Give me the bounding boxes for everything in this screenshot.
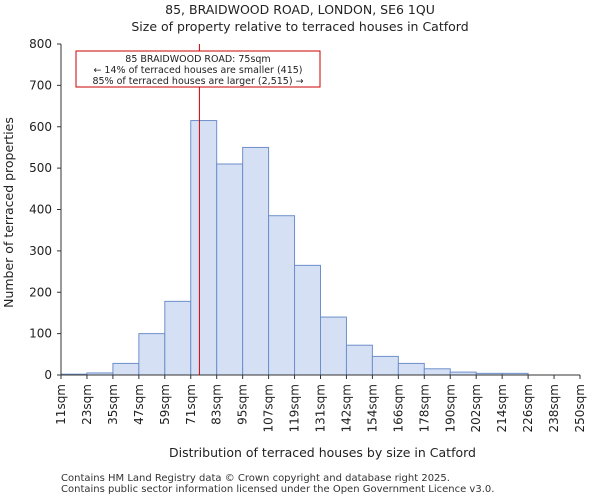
x-tick-label: 226sqm — [521, 384, 535, 432]
x-tick-label: 190sqm — [443, 384, 457, 432]
annotation-line: 85% of terraced houses are larger (2,515… — [92, 76, 303, 87]
x-tick-label: 59sqm — [158, 384, 172, 425]
annotation-box — [75, 50, 321, 88]
x-tick-label: 23sqm — [80, 384, 94, 425]
histogram-bar — [423, 368, 451, 376]
x-tick-label: 35sqm — [106, 384, 120, 425]
histogram-bar — [397, 362, 425, 376]
histogram-bar — [371, 355, 399, 376]
y-tick-label: 200 — [29, 285, 52, 299]
x-tick-label: 119sqm — [288, 384, 302, 432]
x-tick-label: 83sqm — [210, 384, 224, 425]
histogram-bar — [320, 316, 347, 376]
histogram-bar — [138, 333, 166, 376]
y-axis-title: Number of terraced properties — [1, 117, 16, 308]
histogram-bar — [345, 344, 373, 376]
annotation-line: ← 14% of terraced houses are smaller (41… — [93, 65, 302, 76]
y-tick-label: 600 — [29, 120, 52, 134]
y-tick-label: 800 — [29, 37, 52, 51]
y-tick-label: 700 — [29, 78, 52, 92]
x-tick-label: 214sqm — [495, 384, 509, 432]
histogram-bar — [112, 362, 140, 376]
x-tick-label: 71sqm — [184, 384, 198, 425]
x-axis-title: Distribution of terraced houses by size … — [169, 445, 476, 460]
x-tick-label: 47sqm — [132, 384, 146, 425]
chart-title: 85, BRAIDWOOD ROAD, LONDON, SE6 1QU — [165, 2, 435, 17]
y-tick-label: 300 — [29, 244, 52, 258]
histogram-bar — [164, 300, 192, 376]
x-tick-label: 178sqm — [417, 384, 431, 432]
histogram-bar — [190, 120, 218, 376]
y-tick-label: 100 — [29, 327, 52, 341]
histogram-bar — [268, 215, 296, 376]
y-tick-label: 500 — [29, 161, 52, 175]
x-tick-label: 166sqm — [391, 384, 405, 432]
x-tick-label: 238sqm — [547, 384, 561, 432]
y-tick-label: 0 — [44, 368, 52, 382]
x-tick-label: 250sqm — [573, 384, 587, 432]
x-tick-label: 95sqm — [236, 384, 250, 425]
footer-copyright: Contains HM Land Registry data © Crown c… — [61, 473, 450, 484]
x-tick-label: 202sqm — [469, 384, 483, 432]
histogram-bar — [294, 264, 321, 376]
annotation-line: 85 BRAIDWOOD ROAD: 75sqm — [125, 54, 270, 65]
x-tick-label: 11sqm — [54, 384, 68, 425]
histogram-bar — [216, 163, 244, 376]
x-tick-label: 154sqm — [365, 384, 379, 432]
histogram-bar — [242, 146, 270, 376]
x-tick-label: 131sqm — [314, 384, 328, 432]
x-tick-label: 107sqm — [262, 384, 276, 432]
chart-subtitle: Size of property relative to terraced ho… — [131, 19, 469, 34]
footer-licence: Contains public sector information licen… — [61, 484, 495, 495]
y-tick-label: 400 — [29, 203, 52, 217]
x-tick-label: 142sqm — [339, 384, 353, 432]
